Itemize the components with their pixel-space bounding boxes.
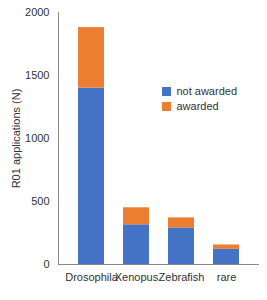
svg-text:Zebrafish: Zebrafish bbox=[159, 271, 205, 283]
html-text:not awarded: not awarded bbox=[176, 85, 237, 97]
svg-text:Drosophila: Drosophila bbox=[65, 271, 118, 283]
svg-text:R01 applications (N): R01 applications (N) bbox=[10, 89, 22, 189]
svg-text:0: 0 bbox=[43, 258, 49, 270]
svg-text:2000: 2000 bbox=[25, 6, 49, 18]
html-text:awarded: awarded bbox=[176, 100, 219, 112]
svg-text:500: 500 bbox=[31, 195, 49, 207]
svg-text:Xenopus: Xenopus bbox=[115, 271, 159, 283]
svg-text:1000: 1000 bbox=[25, 132, 49, 144]
svg-text:1500: 1500 bbox=[25, 69, 49, 81]
svg-text:rare: rare bbox=[217, 271, 237, 283]
